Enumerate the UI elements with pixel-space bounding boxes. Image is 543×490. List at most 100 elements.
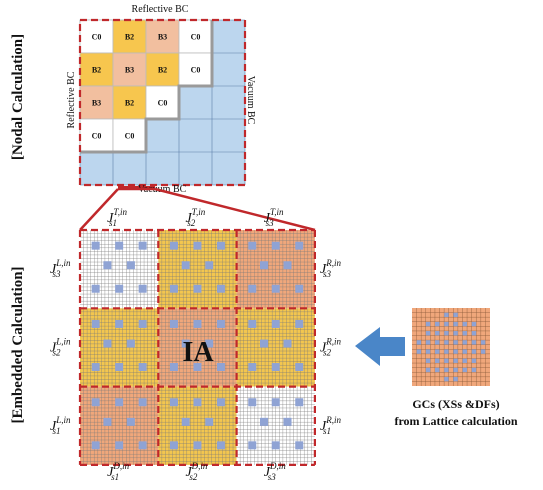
lattice-pin	[453, 321, 458, 327]
guide-tube	[295, 441, 304, 450]
guide-tube	[260, 339, 269, 348]
lattice-pin	[462, 358, 467, 363]
guide-tube	[169, 363, 178, 372]
nodal-core-map: C0 B2 B3 C0 B2 B3 B2 C0 B3 B2 C0 C0 C0	[78, 18, 247, 189]
zoom-line-left	[79, 188, 119, 231]
zoom-source-marker	[118, 186, 155, 189]
gc-caption-line2: from Lattice calculation	[394, 414, 517, 428]
lattice-pin	[453, 367, 458, 373]
guide-tube	[193, 241, 202, 250]
lattice-pin	[453, 331, 458, 336]
nodal-cell-label: C0	[158, 99, 168, 108]
lattice-pin	[471, 367, 477, 373]
guide-tube	[115, 441, 124, 450]
lattice-pin	[462, 331, 467, 336]
guide-tube	[126, 417, 135, 426]
lattice-pin	[471, 331, 477, 336]
guide-tube	[271, 441, 280, 450]
lattice-pin	[425, 340, 431, 345]
guide-tube	[91, 319, 100, 328]
guide-tube	[295, 398, 304, 407]
guide-tube	[138, 398, 147, 407]
guide-tube	[295, 319, 304, 328]
guide-tube	[103, 261, 112, 270]
lattice-pin	[462, 321, 467, 327]
lattice-pin	[480, 349, 486, 354]
guide-tube	[216, 363, 225, 372]
embedded-calculation-label: [Embedded Calculation]	[10, 266, 26, 423]
guide-tube	[181, 261, 190, 270]
lattice-pin	[480, 340, 486, 345]
lattice-pin	[444, 358, 449, 363]
lattice-pin	[462, 367, 467, 373]
guide-tube	[181, 339, 190, 348]
lattice-pin	[453, 358, 458, 363]
bottom-current-label: JD,in s3	[264, 461, 286, 482]
gc-caption-line1: GCs (XSs &DFs)	[412, 397, 499, 411]
guide-tube	[169, 241, 178, 250]
guide-tube	[260, 417, 269, 426]
lattice-pin	[435, 340, 440, 345]
right-current-label: JR,in s1	[320, 415, 341, 436]
lattice-pin	[471, 321, 477, 327]
lattice-pin	[462, 340, 467, 345]
guide-tube	[248, 363, 257, 372]
lattice-pin	[425, 367, 431, 373]
nodal-cell-label: B2	[92, 66, 101, 75]
guide-tube	[205, 261, 214, 270]
guide-tube	[295, 241, 304, 250]
guide-tube	[91, 363, 100, 372]
guide-tube	[295, 284, 304, 293]
lattice-pin	[453, 376, 458, 382]
embedded-assembly-grid	[78, 228, 316, 466]
guide-tube	[216, 319, 225, 328]
guide-tube	[295, 363, 304, 372]
nodal-cell	[79, 85, 114, 120]
nodal-cell-label: B2	[125, 99, 134, 108]
lattice-pin	[444, 321, 449, 327]
guide-tube	[205, 339, 214, 348]
nodal-cell-label: C0	[125, 132, 135, 141]
nodal-cell-label: C0	[92, 33, 102, 42]
guide-tube	[169, 441, 178, 450]
lattice-pin	[435, 349, 440, 354]
bottom-boundary-label: Vacuum BC	[138, 184, 187, 195]
guide-tube	[248, 398, 257, 407]
guide-tube	[181, 417, 190, 426]
top-current-label: JT,in s1	[107, 207, 127, 228]
guide-tube	[260, 261, 269, 270]
lattice-pin	[453, 349, 458, 354]
guide-tube	[126, 339, 135, 348]
nodal-cell-label: B3	[92, 99, 101, 108]
guide-tube	[169, 319, 178, 328]
core-boundary	[80, 20, 214, 154]
left-current-label: JL,in s3	[50, 258, 71, 279]
guide-tube	[115, 241, 124, 250]
nodal-cell	[145, 85, 180, 120]
bottom-current-label: JD,in s2	[185, 461, 207, 482]
lattice-pin	[416, 340, 422, 345]
guide-tube	[271, 398, 280, 407]
zoom-line-right	[154, 187, 316, 232]
nodal-cell	[145, 19, 180, 54]
guide-tube	[169, 284, 178, 293]
guide-tube	[115, 398, 124, 407]
left-current-label: JL,in s2	[50, 336, 71, 357]
guide-tube	[138, 319, 147, 328]
top-current-label: JT,in s3	[264, 207, 284, 228]
lattice-pin	[416, 349, 422, 354]
guide-tube	[138, 363, 147, 372]
lattice-pin	[435, 367, 440, 373]
guide-tube	[271, 319, 280, 328]
lattice-assembly-image	[412, 308, 490, 386]
center-assembly-label: IA	[182, 337, 214, 368]
guide-tube	[193, 441, 202, 450]
guide-tube	[271, 241, 280, 250]
nodal-cell-label: B3	[125, 66, 134, 75]
lattice-background	[412, 308, 490, 386]
lattice-pin	[425, 349, 431, 354]
lattice-pin	[435, 358, 440, 363]
lattice-pin	[444, 349, 449, 354]
guide-tube	[138, 284, 147, 293]
